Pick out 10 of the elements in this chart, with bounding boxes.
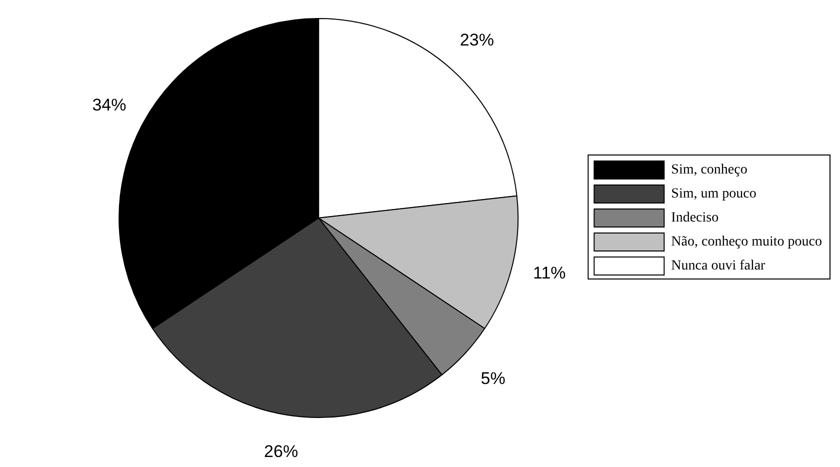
legend-label: Sim, um pouco <box>671 186 756 202</box>
legend-label: Nunca ouvi falar <box>671 258 766 274</box>
data-label: 5% <box>480 368 506 388</box>
legend-label: Não, conheço muito pouco <box>671 234 822 250</box>
data-label: 34% <box>92 96 126 115</box>
legend-label: Sim, conheço <box>671 162 748 178</box>
data-label: 23% <box>460 30 494 50</box>
data-label: 11% <box>533 264 566 283</box>
legend-label: Indeciso <box>671 210 719 226</box>
data-label: 26% <box>264 442 298 462</box>
